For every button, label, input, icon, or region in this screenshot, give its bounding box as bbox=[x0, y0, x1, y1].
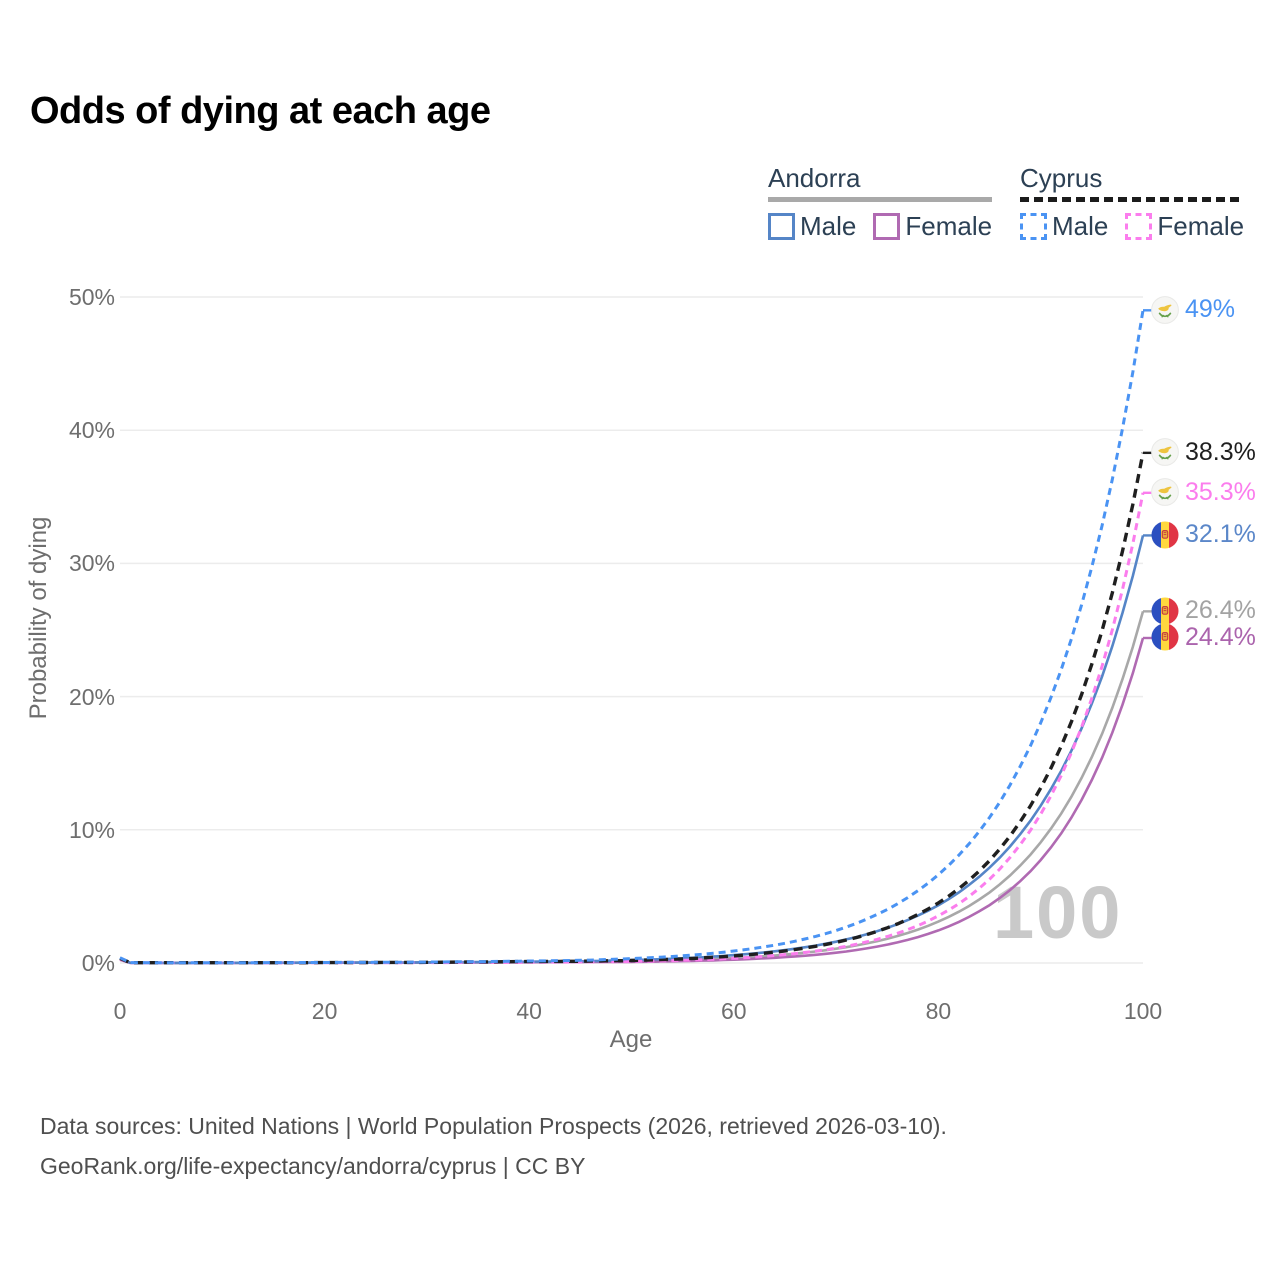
end-value: 26.4% bbox=[1185, 596, 1256, 625]
x-tick-label: 0 bbox=[113, 998, 127, 1024]
end-value: 38.3% bbox=[1185, 437, 1256, 466]
chart-canvas bbox=[119, 296, 1152, 965]
legend-item-andorra-male[interactable]: Male bbox=[768, 211, 856, 242]
legend-header-andorra: Andorra bbox=[768, 163, 993, 202]
legend-line-sample-dashed bbox=[1020, 197, 1245, 202]
x-tick-label: 40 bbox=[516, 998, 542, 1024]
cyprus-flag-icon bbox=[1151, 478, 1179, 507]
legend-item-cyprus-male[interactable]: Male bbox=[1020, 211, 1108, 242]
end-label-andorra-female: 24.4% bbox=[1151, 623, 1256, 652]
end-value: 24.4% bbox=[1185, 622, 1256, 651]
legend-item-andorra-female[interactable]: Female bbox=[873, 211, 992, 242]
end-label-andorra-male: 32.1% bbox=[1151, 520, 1256, 549]
page-title: Odds of dying at each age bbox=[30, 90, 491, 132]
cyprus-flag-icon bbox=[1151, 295, 1179, 324]
footer: Data sources: United Nations | World Pop… bbox=[40, 1106, 947, 1186]
footer-attribution: GeoRank.org/life-expectancy/andorra/cypr… bbox=[40, 1153, 586, 1179]
x-tick-label: 60 bbox=[721, 998, 747, 1024]
legend-swatch-cyprus-male[interactable] bbox=[1020, 213, 1047, 240]
x-tick-label: 20 bbox=[311, 998, 338, 1024]
andorra-flag-icon bbox=[1151, 597, 1179, 625]
x-tick-label: 100 bbox=[1123, 998, 1163, 1024]
legend-line-sample-solid bbox=[768, 197, 993, 202]
end-label-andorra-both-sexes: 26.4% bbox=[1151, 596, 1256, 625]
legend-label-andorra-male: Male bbox=[800, 211, 857, 241]
legend-swatch-cyprus-female[interactable] bbox=[1125, 213, 1153, 240]
legend-group-andorra: Andorra Male Female bbox=[768, 163, 993, 242]
series-line-andorra-female bbox=[119, 637, 1145, 965]
legend-header-cyprus: Cyprus bbox=[1020, 163, 1245, 202]
end-value: 35.3% bbox=[1185, 477, 1256, 506]
series-line-cyprus-male bbox=[119, 310, 1145, 965]
cyprus-flag-icon bbox=[1151, 438, 1179, 467]
series-line-andorra-male bbox=[119, 535, 1145, 965]
x-tick-label: 80 bbox=[925, 998, 952, 1024]
end-label-cyprus-female: 35.3% bbox=[1151, 478, 1256, 507]
legend-swatch-andorra-male[interactable] bbox=[768, 213, 795, 240]
y-tick-label: 20% bbox=[68, 683, 115, 710]
end-value: 32.1% bbox=[1185, 520, 1256, 549]
andorra-flag-icon bbox=[1151, 521, 1179, 549]
legend-country-label-andorra: Andorra bbox=[768, 163, 861, 193]
series-line-andorra-both-sexes bbox=[119, 611, 1145, 965]
legend-group-cyprus: Cyprus Male Female bbox=[1020, 163, 1245, 242]
end-label-cyprus-male: 49% bbox=[1151, 295, 1235, 324]
end-value: 49% bbox=[1185, 295, 1236, 324]
end-label-cyprus-both-sexes: 38.3% bbox=[1151, 438, 1256, 467]
series-line-cyprus-both-sexes bbox=[119, 452, 1145, 965]
y-tick-label: 0% bbox=[81, 950, 115, 976]
legend-item-cyprus-female[interactable]: Female bbox=[1125, 211, 1244, 242]
y-tick-label: 50% bbox=[68, 284, 115, 310]
y-tick-label: 10% bbox=[68, 816, 115, 843]
legend-country-label-cyprus: Cyprus bbox=[1020, 163, 1103, 193]
legend-swatch-andorra-female[interactable] bbox=[873, 213, 901, 240]
legend-label-andorra-female: Female bbox=[905, 211, 993, 241]
legend-label-cyprus-male: Male bbox=[1052, 211, 1109, 241]
legend-label-cyprus-female: Female bbox=[1157, 211, 1245, 241]
y-tick-label: 40% bbox=[68, 417, 115, 444]
x-axis-title: Age bbox=[609, 1026, 653, 1053]
andorra-flag-icon bbox=[1151, 623, 1179, 651]
y-tick-label: 30% bbox=[68, 550, 115, 577]
footer-sources: Data sources: United Nations | World Pop… bbox=[40, 1113, 947, 1139]
